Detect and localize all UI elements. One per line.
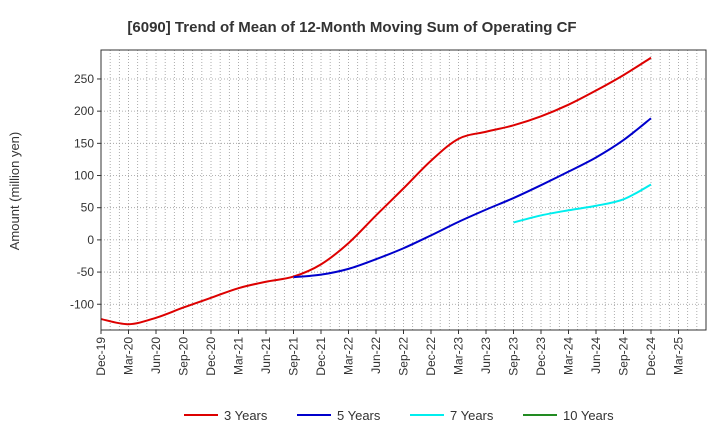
y-tick-label: 200 — [74, 104, 94, 118]
y-tick-label: 150 — [74, 136, 94, 150]
series-layer — [100, 56, 652, 326]
series-line-5-years — [293, 117, 652, 279]
y-tick-label: -100 — [70, 297, 94, 311]
y-tick-label: 50 — [81, 201, 95, 215]
x-tick-label: Jun-20 — [149, 337, 163, 374]
legend-label: 3 Years — [224, 408, 268, 423]
x-tick-label: Dec-23 — [534, 337, 548, 376]
y-tick-label: 100 — [74, 169, 94, 183]
series-line-3-years — [100, 56, 652, 326]
y-axis-ticks: 250 200 150 100 50 0 -50 -100 — [70, 72, 101, 311]
x-axis-ticks: Dec-19 Mar-20 Jun-20 Sep-20 Dec-20 Mar-21 Jun-… — [94, 330, 686, 376]
x-tick-label: Dec-19 — [94, 337, 108, 376]
y-axis-label: Amount (million yen) — [7, 132, 22, 251]
y-tick-label: 250 — [74, 72, 94, 86]
chart-title: [6090] Trend of Mean of 12-Month Moving … — [127, 19, 576, 36]
x-tick-label: Jun-23 — [479, 337, 493, 374]
legend: 3 Years 5 Years 7 Years 10 Years — [184, 408, 614, 423]
y-tick-label: 0 — [87, 233, 94, 247]
x-tick-label: Mar-20 — [122, 337, 136, 375]
x-tick-label: Sep-20 — [177, 337, 191, 376]
x-tick-label: Jun-24 — [589, 337, 603, 374]
x-tick-label: Mar-25 — [672, 337, 686, 375]
legend-label: 7 Years — [450, 408, 494, 423]
x-tick-label: Jun-21 — [259, 337, 273, 374]
y-tick-label: -50 — [77, 265, 95, 279]
x-tick-label: Dec-24 — [644, 337, 658, 376]
x-tick-label: Mar-23 — [452, 337, 466, 375]
plot-area — [101, 50, 706, 330]
x-tick-label: Sep-22 — [397, 337, 411, 376]
x-tick-label: Mar-22 — [342, 337, 356, 375]
series-line-7-years — [513, 183, 652, 224]
grid-lines — [101, 50, 706, 330]
x-tick-label: Sep-21 — [287, 337, 301, 376]
x-tick-label: Mar-21 — [232, 337, 246, 375]
x-tick-label: Dec-22 — [424, 337, 438, 376]
x-tick-label: Jun-22 — [369, 337, 383, 374]
x-tick-label: Dec-20 — [204, 337, 218, 376]
legend-label: 5 Years — [337, 408, 381, 423]
x-tick-label: Sep-24 — [617, 337, 631, 376]
x-tick-label: Mar-24 — [562, 337, 576, 375]
legend-label: 10 Years — [563, 408, 614, 423]
x-tick-label: Sep-23 — [507, 337, 521, 376]
x-tick-label: Dec-21 — [314, 337, 328, 376]
